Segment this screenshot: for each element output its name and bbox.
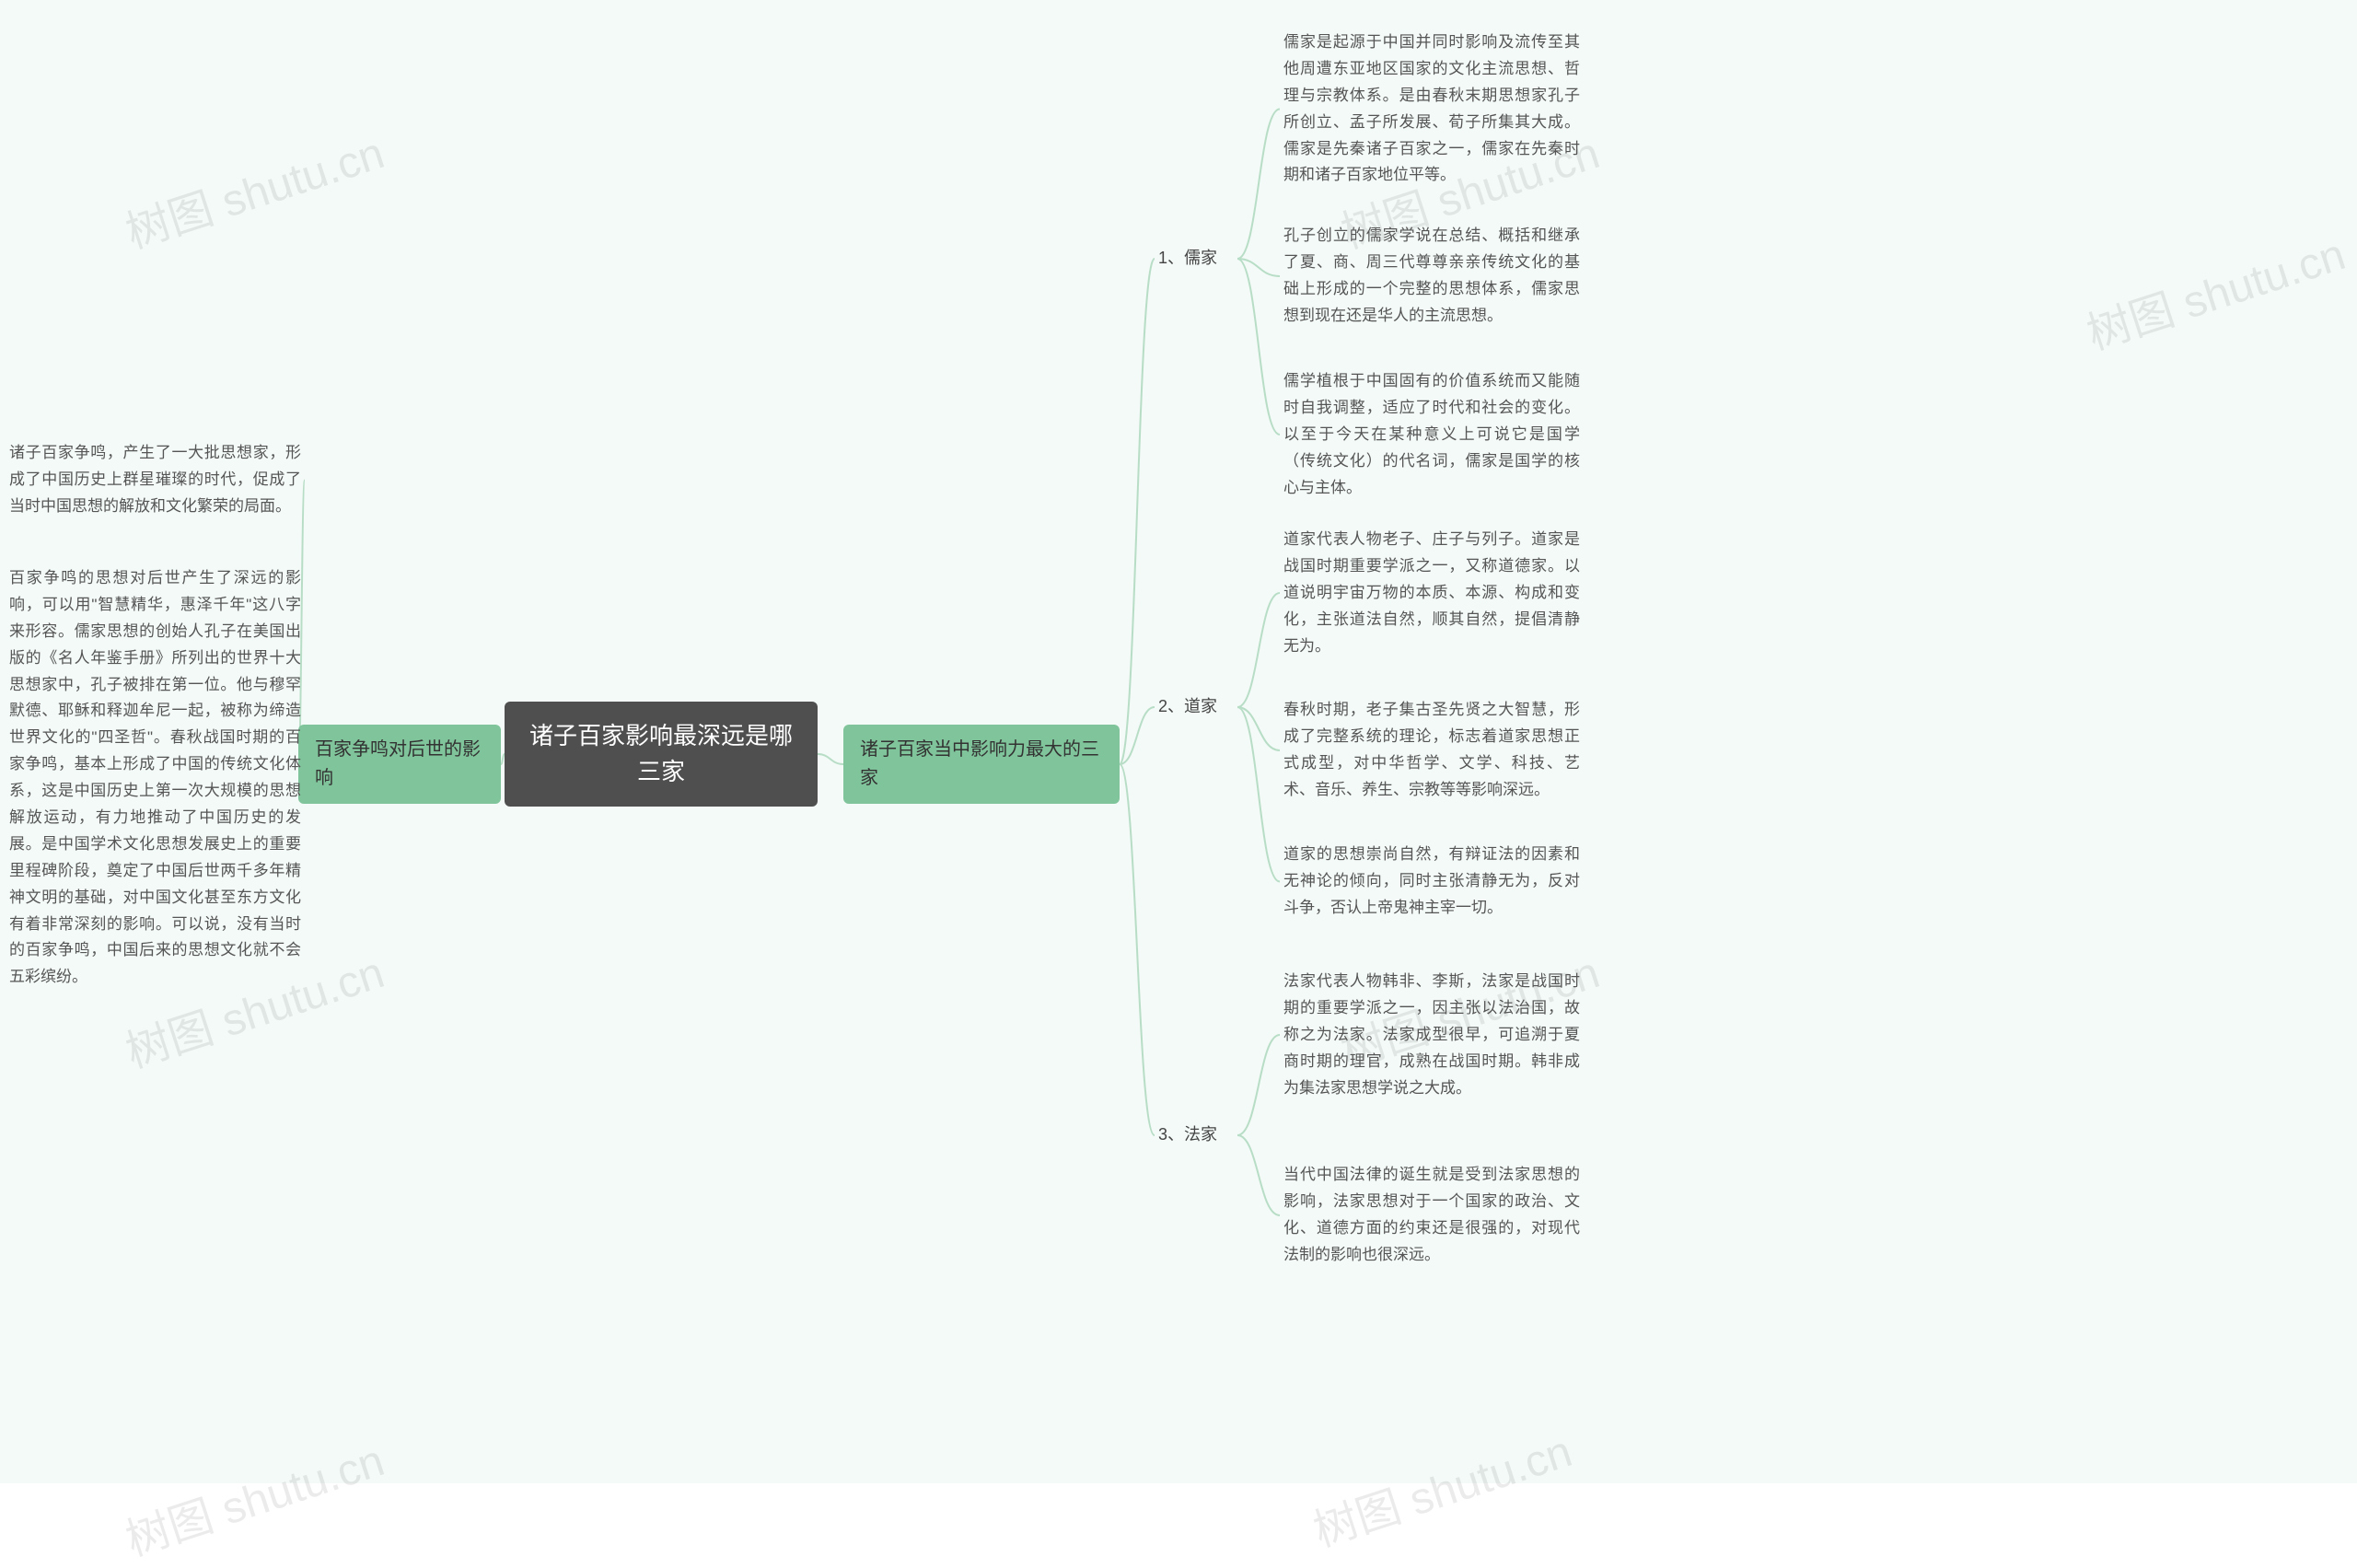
link-root-b-right [818, 754, 843, 764]
link-s-fajia-l-fajia-1 [1237, 1035, 1280, 1135]
leaf-l-fajia-1: 法家代表人物韩非、李斯，法家是战国时期的重要学派之一，因主张以法治国，故称之为法… [1280, 967, 1584, 1103]
link-s-rujia-l-rujia-1 [1237, 110, 1280, 260]
leaf-l-left-2: 百家争鸣的思想对后世产生了深远的影响，可以用"智慧精华，惠泽千年"这八字来形容。… [6, 563, 305, 993]
leaf-l-daojia-2: 春秋时期，老子集古圣先贤之大智慧，形成了完整系统的理论，标志着道家思想正式成型，… [1280, 695, 1584, 806]
leaf-l-daojia-3: 道家的思想崇尚自然，有辩证法的因素和无神论的倾向，同时主张清静无为，反对斗争，否… [1280, 840, 1584, 923]
root-node[interactable]: 诸子百家影响最深远是哪 三家 [505, 702, 818, 807]
link-b-right-s-fajia [1120, 764, 1155, 1135]
link-s-daojia-l-daojia-3 [1237, 707, 1280, 882]
leaf-l-rujia-3: 儒学植根于中国固有的价值系统而又能随时自我调整，适应了时代和社会的变化。以至于今… [1280, 366, 1584, 503]
leaf-l-left-1: 诸子百家争鸣，产生了一大批思想家，形成了中国历史上群星璀璨的时代，促成了当时中国… [6, 438, 305, 522]
watermark: 树图 shutu.cn [1304, 1415, 1578, 1559]
link-b-right-s-rujia [1120, 259, 1155, 764]
leaf-l-rujia-1: 儒家是起源于中国并同时影响及流传至其他周遭东亚地区国家的文化主流思想、哲理与宗教… [1280, 28, 1584, 191]
link-s-daojia-l-daojia-2 [1237, 707, 1280, 750]
sub-s-fajia[interactable]: 3、法家 [1155, 1121, 1237, 1150]
leaf-l-fajia-2: 当代中国法律的诞生就是受到法家思想的影响，法家思想对于一个国家的政治、文化、道德… [1280, 1160, 1584, 1271]
sub-s-daojia[interactable]: 2、道家 [1155, 692, 1237, 722]
mindmap-canvas: 树图 shutu.cn树图 shutu.cn树图 shutu.cn树图 shut… [0, 0, 2357, 1483]
link-s-fajia-l-fajia-2 [1237, 1135, 1280, 1215]
link-b-right-s-daojia [1120, 707, 1155, 764]
watermark: 树图 shutu.cn [116, 117, 390, 261]
leaf-l-daojia-1: 道家代表人物老子、庄子与列子。道家是战国时期重要学派之一，又称道德家。以道说明宇… [1280, 525, 1584, 661]
watermark: 树图 shutu.cn [2077, 218, 2351, 362]
sub-s-rujia[interactable]: 1、儒家 [1155, 244, 1237, 273]
link-s-daojia-l-daojia-1 [1237, 593, 1280, 707]
watermark: 树图 shutu.cn [116, 1424, 390, 1568]
link-s-rujia-l-rujia-3 [1237, 259, 1280, 435]
link-s-rujia-l-rujia-2 [1237, 259, 1280, 276]
branch-b-left[interactable]: 百家争鸣对后世的影响 [298, 725, 501, 804]
branch-b-right[interactable]: 诸子百家当中影响力最大的三家 [843, 725, 1120, 804]
leaf-l-rujia-2: 孔子创立的儒家学说在总结、概括和继承了夏、商、周三代尊尊亲亲传统文化的基础上形成… [1280, 221, 1584, 331]
